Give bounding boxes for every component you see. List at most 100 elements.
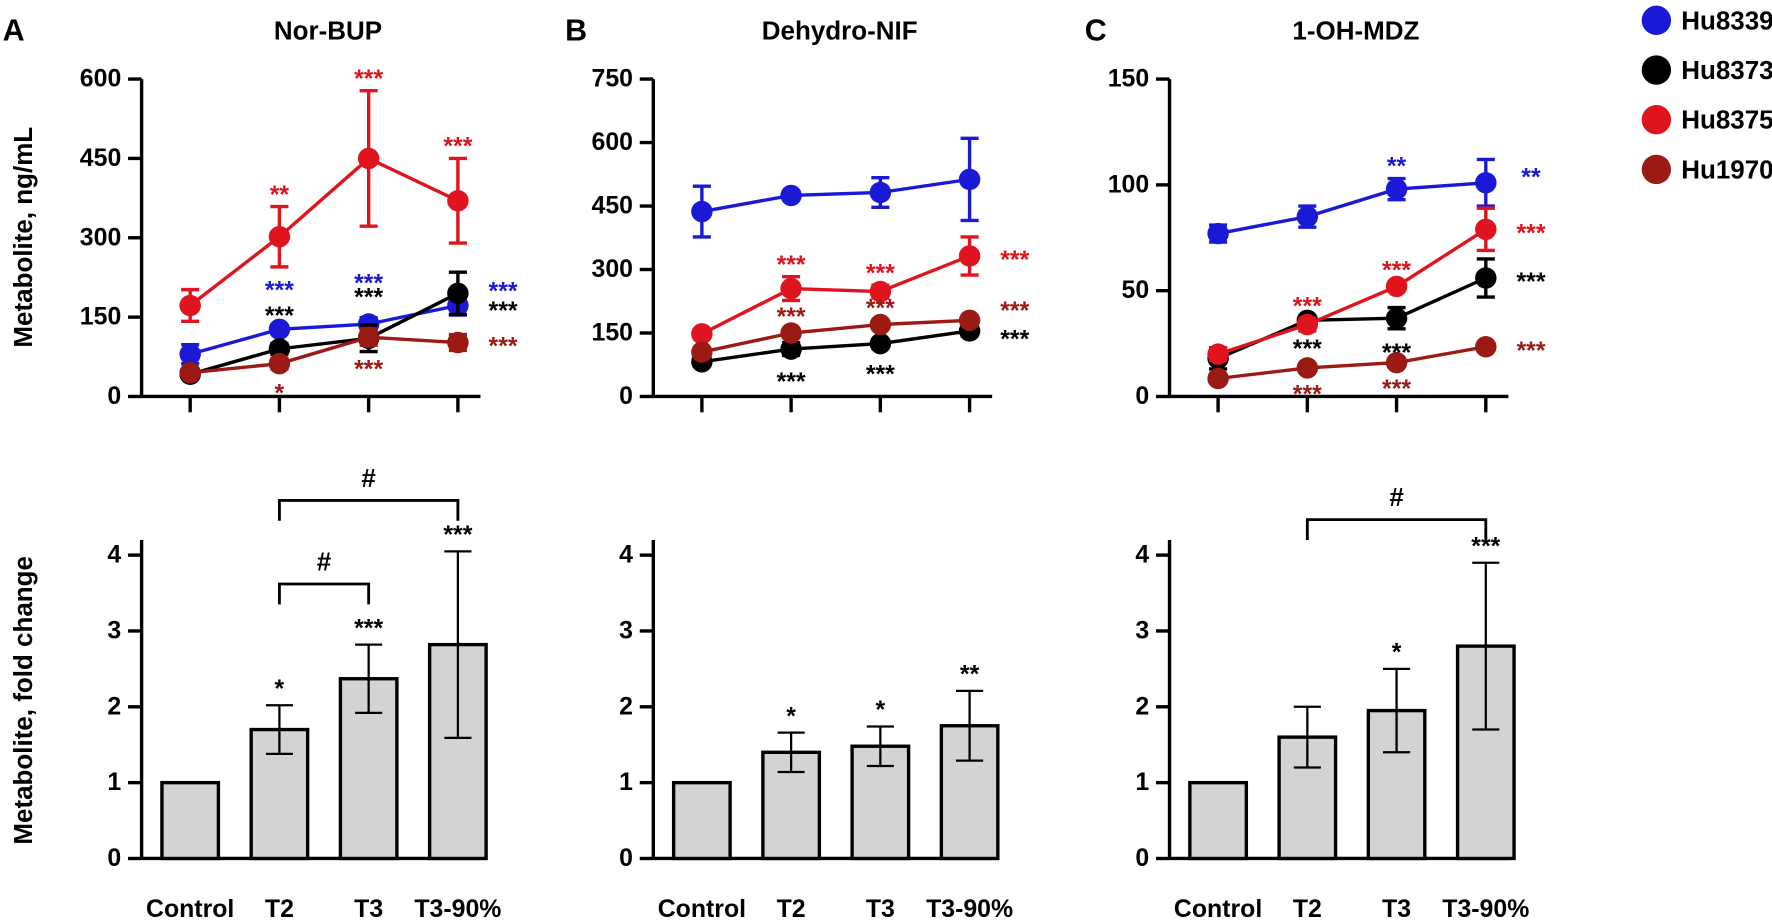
x-tick-label: T3-90% xyxy=(1442,896,1529,923)
marker xyxy=(780,184,802,207)
significance: *** xyxy=(354,66,383,93)
x-tick-label: Control xyxy=(1174,896,1262,923)
y-tick-label: 1 xyxy=(107,769,121,796)
x-tick-label: Control xyxy=(658,896,746,923)
marker xyxy=(447,331,469,354)
bar xyxy=(338,677,399,861)
marker xyxy=(268,352,291,375)
significance: *** xyxy=(866,361,895,388)
marker xyxy=(447,190,469,212)
y-tick-label: 750 xyxy=(592,66,633,93)
significance: *** xyxy=(866,296,895,323)
y-tick-label: 300 xyxy=(592,256,633,283)
legend-label: Hu8375 xyxy=(1681,105,1772,135)
significance: ** xyxy=(960,662,980,689)
series-line xyxy=(1217,345,1487,381)
marker xyxy=(691,323,713,345)
bracket-label: # xyxy=(317,546,332,576)
error-bar xyxy=(1293,705,1321,769)
y-tick-label: 50 xyxy=(1122,277,1150,304)
bar xyxy=(427,642,488,861)
y-tick-label: 100 xyxy=(1108,171,1149,198)
marker xyxy=(179,361,201,384)
significance: *** xyxy=(777,369,806,396)
significance: * xyxy=(275,676,285,703)
y-tick-label: 0 xyxy=(619,383,633,410)
y-tick-label: 3 xyxy=(107,617,121,644)
y-tick-label: 0 xyxy=(1135,383,1149,410)
marker xyxy=(179,343,201,365)
y-tick-label: 0 xyxy=(619,845,633,872)
significance: *** xyxy=(1516,338,1545,365)
y-tick-label: 300 xyxy=(80,224,121,251)
x-tick-label: T3 xyxy=(1382,896,1411,923)
error-bar xyxy=(1383,667,1411,754)
significance: *** xyxy=(1516,269,1545,296)
significance: *** xyxy=(265,278,294,305)
bracket-label: # xyxy=(1389,482,1404,512)
significance: *** xyxy=(777,304,806,331)
significance: *** xyxy=(1000,298,1029,325)
marker xyxy=(1296,205,1319,228)
series-line xyxy=(190,335,458,375)
series-line xyxy=(701,329,970,364)
significance: ** xyxy=(1387,154,1407,181)
y-tick-label: 150 xyxy=(80,304,121,331)
significance: *** xyxy=(1382,340,1411,367)
marker xyxy=(268,225,291,248)
significance: *** xyxy=(489,278,518,305)
marker xyxy=(1385,178,1408,200)
error-bar xyxy=(866,725,894,768)
bar xyxy=(160,780,221,861)
legend-marker xyxy=(1641,55,1672,85)
series-line xyxy=(701,254,971,336)
y-tick-label: 4 xyxy=(1135,542,1149,569)
y-tick-label: 450 xyxy=(80,145,121,172)
x-tick-label: Control xyxy=(146,896,234,923)
series-line xyxy=(701,177,970,214)
significance: *** xyxy=(489,298,518,325)
marker xyxy=(958,168,981,191)
significance: *** xyxy=(777,252,806,279)
marker xyxy=(780,322,802,344)
y-tick-label: 3 xyxy=(1135,617,1149,644)
series-line xyxy=(1217,181,1486,236)
marker xyxy=(1475,336,1497,358)
series-line xyxy=(701,318,970,354)
y-tick-label: 2 xyxy=(107,693,121,720)
error-bar xyxy=(355,643,383,714)
legend-label: Hu8339 xyxy=(1681,5,1772,35)
series-line xyxy=(1217,276,1487,360)
significance: ** xyxy=(270,182,290,209)
marker xyxy=(268,338,291,360)
y-axis-title: Metabolite, ng/mL xyxy=(8,127,38,348)
marker xyxy=(1296,313,1319,336)
significance: *** xyxy=(354,270,383,297)
error-bar xyxy=(265,704,293,755)
significance: *** xyxy=(1516,220,1545,247)
y-tick-label: 600 xyxy=(592,129,633,156)
x-tick-label: T2 xyxy=(777,896,806,923)
marker xyxy=(1296,357,1319,379)
panel-letter: C xyxy=(1085,13,1107,47)
significance: *** xyxy=(354,357,383,384)
y-tick-label: 2 xyxy=(619,693,633,720)
significance: *** xyxy=(866,260,895,287)
marker xyxy=(869,332,892,355)
marker xyxy=(268,318,291,341)
y-tick-label: 2 xyxy=(1135,693,1149,720)
marker xyxy=(958,245,981,267)
y-tick-label: 1 xyxy=(1135,769,1149,796)
y-tick-label: 150 xyxy=(1108,66,1149,93)
chart-title: Dehydro-NIF xyxy=(762,15,918,45)
chart-title: 1-OH-MDZ xyxy=(1292,15,1419,45)
marker xyxy=(691,200,713,223)
significance: *** xyxy=(443,522,472,549)
marker xyxy=(869,313,892,336)
x-tick-label: T2 xyxy=(265,896,294,923)
x-tick-label: T3 xyxy=(354,896,383,923)
marker xyxy=(958,309,981,332)
x-tick-label: T3 xyxy=(866,896,895,923)
marker xyxy=(1475,267,1497,289)
bar xyxy=(1188,780,1249,861)
